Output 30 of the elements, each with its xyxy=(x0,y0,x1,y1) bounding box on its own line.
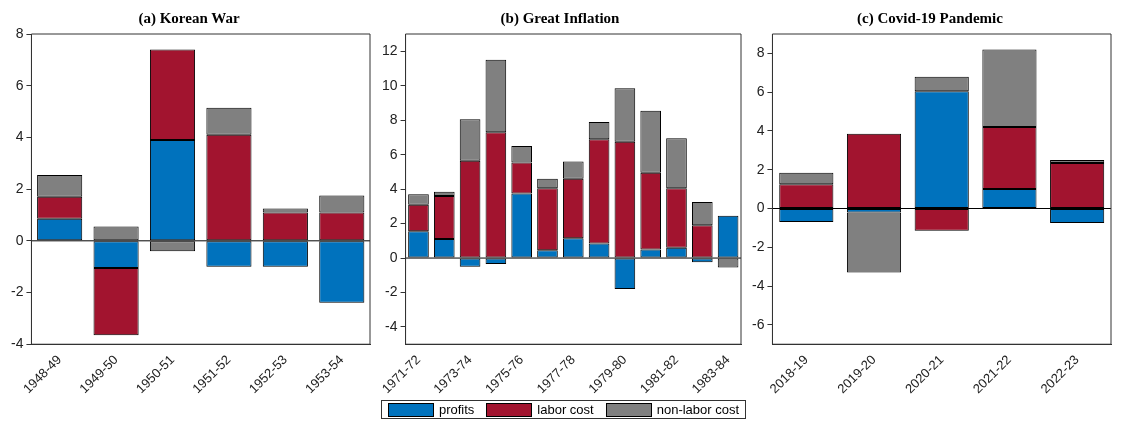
chart-title: (a) Korean War xyxy=(138,9,240,27)
y-tick-label: 4 xyxy=(15,128,24,145)
y-tick-label: 4 xyxy=(756,121,765,138)
y-tick-label: 0 xyxy=(15,231,24,248)
chart-title: (c) Covid-19 Pandemic xyxy=(857,9,1004,27)
y-tick-label: -2 xyxy=(11,283,24,300)
y-tick-label: 0 xyxy=(756,199,765,216)
y-tick-label: 10 xyxy=(381,76,398,93)
y-tick-label: 0 xyxy=(389,248,398,265)
y-tick-label: 4 xyxy=(389,179,398,196)
chart-title: (b) Great Inflation xyxy=(500,9,620,27)
y-tick-label: 8 xyxy=(389,111,398,128)
legend-label: non-labor cost xyxy=(656,402,740,417)
y-tick-label: 6 xyxy=(389,145,398,162)
y-tick-label: -2 xyxy=(752,238,765,255)
y-tick-label: -6 xyxy=(752,315,765,332)
y-tick-label: -4 xyxy=(384,317,398,334)
y-tick-label: 8 xyxy=(15,24,24,41)
y-tick-label: 2 xyxy=(756,160,765,177)
y-tick-label: 2 xyxy=(15,179,24,196)
y-tick-label: 6 xyxy=(15,76,24,93)
y-tick-label: -4 xyxy=(11,335,24,352)
y-tick-label: 6 xyxy=(756,83,765,100)
legend-label: profits xyxy=(438,402,475,417)
legend-label: labor cost xyxy=(537,402,594,417)
y-tick-label: 2 xyxy=(389,214,398,231)
y-tick-label: 12 xyxy=(381,42,398,59)
y-tick-label: 8 xyxy=(756,44,765,61)
y-tick-label: -4 xyxy=(752,276,765,293)
y-tick-label: -2 xyxy=(384,283,398,300)
